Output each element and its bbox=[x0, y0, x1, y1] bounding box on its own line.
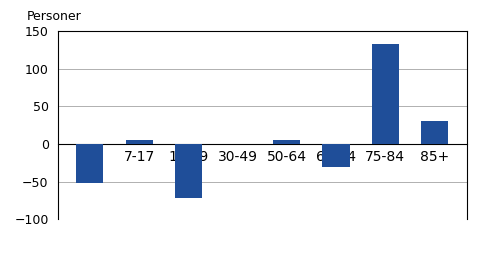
Text: Personer: Personer bbox=[27, 10, 82, 23]
Bar bbox=[322, 144, 349, 167]
Bar bbox=[174, 144, 202, 198]
Bar bbox=[125, 140, 152, 144]
Bar bbox=[420, 121, 447, 144]
Bar bbox=[273, 140, 300, 144]
Bar bbox=[76, 144, 103, 183]
Bar bbox=[371, 44, 398, 144]
